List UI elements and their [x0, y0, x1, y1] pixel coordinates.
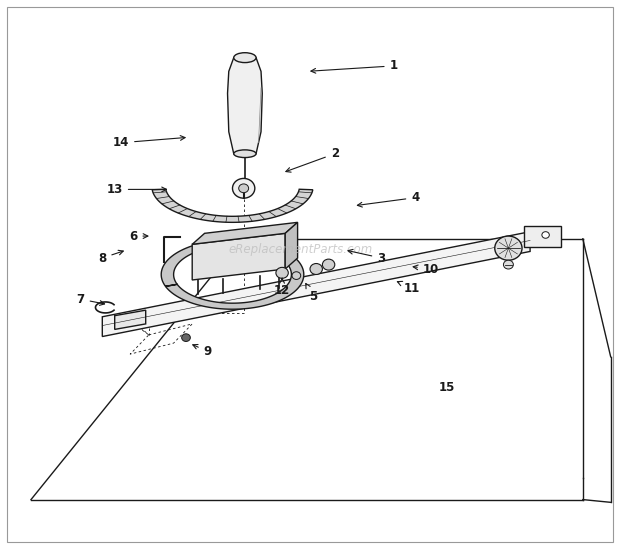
Polygon shape	[524, 226, 561, 247]
Polygon shape	[192, 222, 298, 244]
Circle shape	[239, 184, 249, 193]
Circle shape	[495, 236, 522, 260]
Ellipse shape	[234, 150, 256, 158]
Ellipse shape	[234, 53, 256, 63]
Text: 13: 13	[107, 183, 167, 196]
Circle shape	[310, 264, 322, 274]
Text: 1: 1	[311, 59, 398, 73]
Text: 9: 9	[193, 345, 212, 358]
Text: 10: 10	[413, 262, 439, 276]
Text: eReplacementParts.com: eReplacementParts.com	[229, 243, 373, 256]
Text: 5: 5	[306, 283, 317, 303]
Polygon shape	[192, 233, 285, 280]
Text: 7: 7	[76, 293, 105, 306]
Text: 14: 14	[113, 136, 185, 149]
Text: 15: 15	[438, 380, 454, 394]
Circle shape	[542, 232, 549, 238]
Text: 3: 3	[348, 249, 386, 265]
Circle shape	[182, 334, 190, 341]
Polygon shape	[161, 240, 304, 309]
Text: 6: 6	[129, 229, 148, 243]
Circle shape	[232, 178, 255, 198]
Polygon shape	[285, 222, 298, 269]
Text: 4: 4	[357, 191, 420, 207]
Circle shape	[322, 259, 335, 270]
Circle shape	[292, 272, 301, 279]
Polygon shape	[228, 58, 262, 154]
Polygon shape	[102, 232, 530, 337]
Text: 8: 8	[98, 250, 123, 265]
Text: 12: 12	[274, 278, 290, 298]
Polygon shape	[152, 189, 313, 222]
Text: 2: 2	[286, 147, 339, 172]
Polygon shape	[115, 310, 146, 329]
Text: 11: 11	[397, 282, 420, 295]
Circle shape	[276, 267, 288, 278]
Circle shape	[503, 260, 513, 269]
